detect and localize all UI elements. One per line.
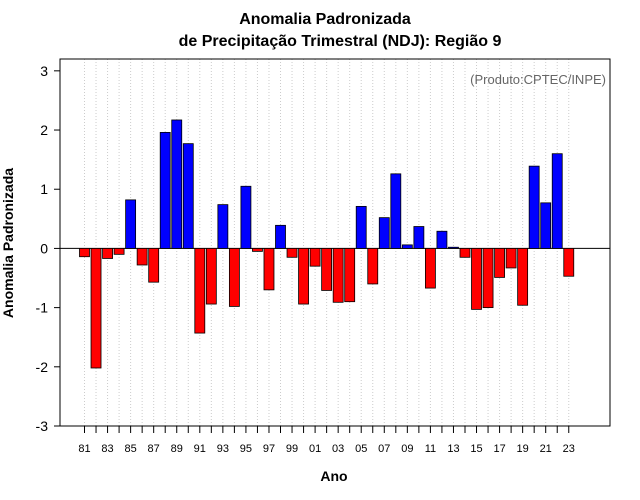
bar-09 bbox=[401, 244, 413, 249]
bar-03 bbox=[332, 248, 344, 303]
bar-14 bbox=[459, 248, 471, 258]
bar-96 bbox=[252, 248, 263, 252]
bar-94 bbox=[228, 248, 240, 307]
x-tick-label: 99 bbox=[286, 443, 298, 455]
x-tick-label: 21 bbox=[540, 443, 552, 455]
bar-87 bbox=[148, 248, 160, 283]
bar-17 bbox=[494, 248, 505, 278]
bar-89 bbox=[171, 119, 183, 249]
bar-98 bbox=[275, 224, 286, 249]
bar-06 bbox=[367, 248, 379, 285]
bar-97 bbox=[263, 248, 275, 291]
x-tick-label: 03 bbox=[332, 443, 344, 455]
x-tick-label: 13 bbox=[447, 443, 459, 455]
x-tick-label: 95 bbox=[240, 443, 252, 455]
x-tick-label: 01 bbox=[309, 443, 321, 455]
bar-23 bbox=[563, 248, 575, 277]
bar-08 bbox=[390, 173, 402, 249]
bar-11 bbox=[424, 248, 436, 289]
bar-86 bbox=[136, 248, 148, 266]
y-tick-label: 1 bbox=[40, 181, 48, 197]
x-tick-label: 91 bbox=[194, 443, 206, 455]
x-tick-label: 15 bbox=[470, 443, 482, 455]
bar-19 bbox=[517, 248, 529, 306]
chart-title-line2: de Precipitação Trimestral (NDJ): Região… bbox=[179, 33, 502, 50]
x-tick-label: 19 bbox=[517, 443, 529, 455]
y-tick-label: -3 bbox=[36, 418, 49, 434]
bar-02 bbox=[321, 248, 333, 291]
x-tick-label: 05 bbox=[355, 443, 367, 455]
bar-10 bbox=[413, 226, 425, 249]
x-tick-label: 23 bbox=[563, 443, 575, 455]
bar-92 bbox=[205, 248, 217, 305]
x-axis: 81 83 85 87 89 91 93 95 97 99 01 03 05 07 09 11 13 15 17 19… bbox=[78, 426, 575, 455]
y-tick-label: 2 bbox=[40, 122, 48, 138]
y-tick-label: -2 bbox=[36, 359, 49, 375]
bar-07 bbox=[378, 217, 390, 249]
y-axis: 3 2 1 0 -1 -2 -3 bbox=[36, 63, 60, 434]
bar-95 bbox=[240, 185, 252, 249]
x-tick-label: 11 bbox=[425, 443, 436, 455]
chart-title-line1: Anomalia Padronizada bbox=[239, 11, 411, 28]
vertical-gridlines bbox=[84, 59, 570, 426]
bar-84 bbox=[113, 248, 125, 255]
bar-85 bbox=[125, 199, 137, 249]
bar-21 bbox=[540, 202, 552, 249]
bar-93 bbox=[217, 204, 229, 249]
bar-13 bbox=[448, 246, 459, 249]
credit-text: (Produto:CPTEC/INPE) bbox=[470, 72, 606, 87]
y-tick-label: 0 bbox=[40, 240, 48, 256]
bar-15 bbox=[471, 248, 482, 310]
x-tick-label: 89 bbox=[171, 443, 183, 455]
bar-83 bbox=[102, 248, 113, 259]
bar-20 bbox=[528, 165, 540, 249]
bar-04 bbox=[344, 248, 356, 303]
bar-82 bbox=[90, 248, 102, 369]
bar-90 bbox=[182, 143, 194, 249]
x-tick-label: 93 bbox=[217, 443, 229, 455]
bar-81 bbox=[79, 248, 90, 258]
y-axis-title: Anomalia Padronizada bbox=[0, 168, 16, 318]
bar-18 bbox=[505, 248, 517, 269]
bar-00 bbox=[298, 248, 309, 305]
x-tick-label: 81 bbox=[78, 443, 90, 455]
bar-88 bbox=[159, 131, 171, 249]
x-tick-label: 83 bbox=[101, 443, 113, 455]
y-tick-label: -1 bbox=[36, 300, 49, 316]
bar-99 bbox=[286, 248, 298, 258]
x-axis-title: Ano bbox=[320, 468, 347, 484]
x-tick-label: 85 bbox=[124, 443, 136, 455]
x-tick-label: 17 bbox=[493, 443, 505, 455]
x-tick-label: 09 bbox=[401, 443, 413, 455]
y-tick-label: 3 bbox=[40, 63, 48, 79]
x-tick-label: 07 bbox=[378, 443, 390, 455]
bars bbox=[79, 119, 575, 369]
bar-01 bbox=[309, 248, 321, 267]
x-tick-label: 97 bbox=[263, 443, 275, 455]
bar-12 bbox=[436, 230, 448, 249]
bar-16 bbox=[482, 248, 494, 309]
bar-91 bbox=[194, 248, 206, 334]
x-tick-label: 87 bbox=[148, 443, 160, 455]
plot-frame bbox=[59, 58, 611, 427]
bar-22 bbox=[551, 153, 563, 249]
bar-05 bbox=[355, 205, 367, 249]
